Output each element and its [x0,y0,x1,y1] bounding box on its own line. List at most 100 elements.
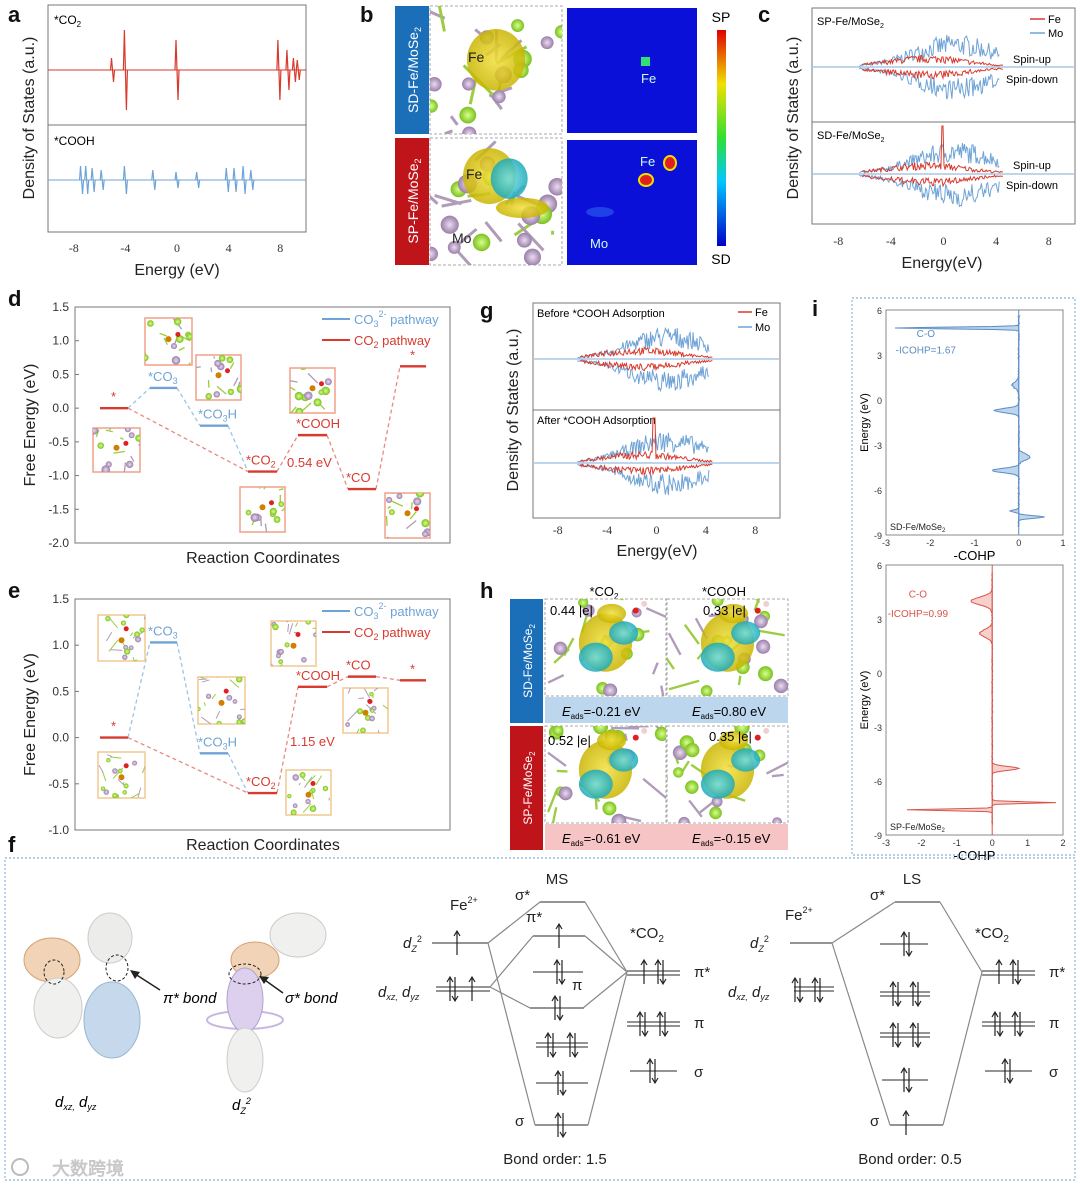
atom [241,718,245,724]
energy-band-sd [545,697,788,723]
atoms [145,318,192,365]
atom [128,645,134,651]
bond [196,366,201,369]
y-axis-label: Free Energy (eV) [22,653,39,776]
image-frame [429,5,563,135]
bond [382,704,388,710]
atoms [198,677,245,724]
bond [109,756,122,759]
atom [548,177,562,196]
atom [250,513,260,522]
electron-spin-down-icon [641,1012,649,1038]
atom-label-fe: Fe [468,49,485,65]
orbital-lobe [269,912,327,958]
orbital-lobe [33,977,83,1039]
label-tail: H [228,734,237,749]
dos-curve-spin-up [859,143,1000,174]
label: *COOH [296,668,340,683]
legend-sup: 2- [379,601,387,611]
panel-label: i [812,296,818,321]
bond [295,622,299,627]
bond [645,607,666,619]
label: *CO [246,774,271,789]
bond [683,623,700,645]
bond [298,782,301,786]
bond [207,379,210,388]
atom [132,760,138,766]
x-tick-label: -2 [926,538,934,548]
x-axis-label: -COHP [954,848,996,863]
dos-curve-spin-up [579,417,713,463]
orbital-lobe [226,967,264,1033]
dos-spike [285,49,291,91]
atom [227,388,235,396]
panel-label: b [360,2,373,27]
plot-frame [885,564,1064,836]
atoms [245,487,285,532]
bond [290,406,297,413]
bond-label: C-O [917,329,936,340]
subplot-label: *COOH [54,134,95,148]
adsorbate-atom [754,607,761,614]
watermark-logo-icon [11,1158,29,1176]
label-sub: 2 [271,460,276,470]
icohp-value: -ICOHP=1.67 [896,346,957,357]
electron-spin-up-icon [811,976,819,1002]
atom [700,685,713,696]
overlap-marker [43,959,65,985]
dos-curve-spin-down [577,463,710,496]
electron-spin-up-icon [555,922,563,948]
bond [667,657,675,670]
energy-level-label: *CO3H [198,407,237,424]
bond [474,28,482,36]
atom [123,615,130,619]
bond [240,708,245,711]
atom [105,615,111,622]
pi-label-part: π [1049,1015,1059,1032]
orbital-lobe [83,981,141,1059]
dos-spike [241,165,247,195]
electron-spin-up-icon [1001,1057,1009,1083]
x-tick-label: 4 [226,241,232,255]
electron-spin-down-icon [661,1012,669,1038]
electron-spin-up-icon [900,1066,908,1092]
overlap-marker [105,954,129,982]
y-axis-label: Energy (eV) [859,393,871,452]
y-tick-label: 1.5 [52,592,69,606]
orbital-label: dxz, dyz [55,1094,97,1112]
y-axis-label: Density of States (a.u.) [21,37,38,200]
label: * [410,347,415,362]
electron-spin-down-icon [556,996,564,1022]
y-axis-label: Density of States (a.u.) [785,37,802,200]
cohp-chart: 630-3-6-9-3 -2 -1 0 1C-O-ICOHP=1.67SD-Fe/MoS… [859,306,1066,863]
atom-label-mo: Mo [590,236,608,251]
electron-spin-up-icon [1011,1010,1019,1036]
bond [199,677,205,680]
fe-label: Fe2+ [450,895,478,914]
connector-co2 [326,434,349,490]
bond [200,716,211,724]
energy-level-label: *COOH [296,668,340,683]
atom [422,530,429,538]
sigma-bond-label: σ* bond [285,990,338,1007]
row-label-sp: SP-Fe/MoSe2 [405,158,423,243]
atom [462,126,477,134]
legend-mo: Mo [755,322,770,334]
y-tick-label: -6 [874,777,882,787]
atoms [345,688,388,733]
label: *COOH [296,416,340,431]
atom [360,727,366,733]
dos-series [533,326,780,496]
t: SD-Fe/MoSe [890,522,942,532]
atom [462,77,476,91]
legend-tail: pathway [387,312,440,327]
panel-label: f [8,832,16,857]
adsorbate-atom [118,637,125,644]
legend-entry: CO2 pathway [354,625,431,642]
label: * [111,389,116,404]
bond [123,462,127,472]
sigma-label: σ [515,1113,525,1130]
dos-spike [78,165,85,195]
bond [105,429,113,433]
atom [415,493,425,498]
